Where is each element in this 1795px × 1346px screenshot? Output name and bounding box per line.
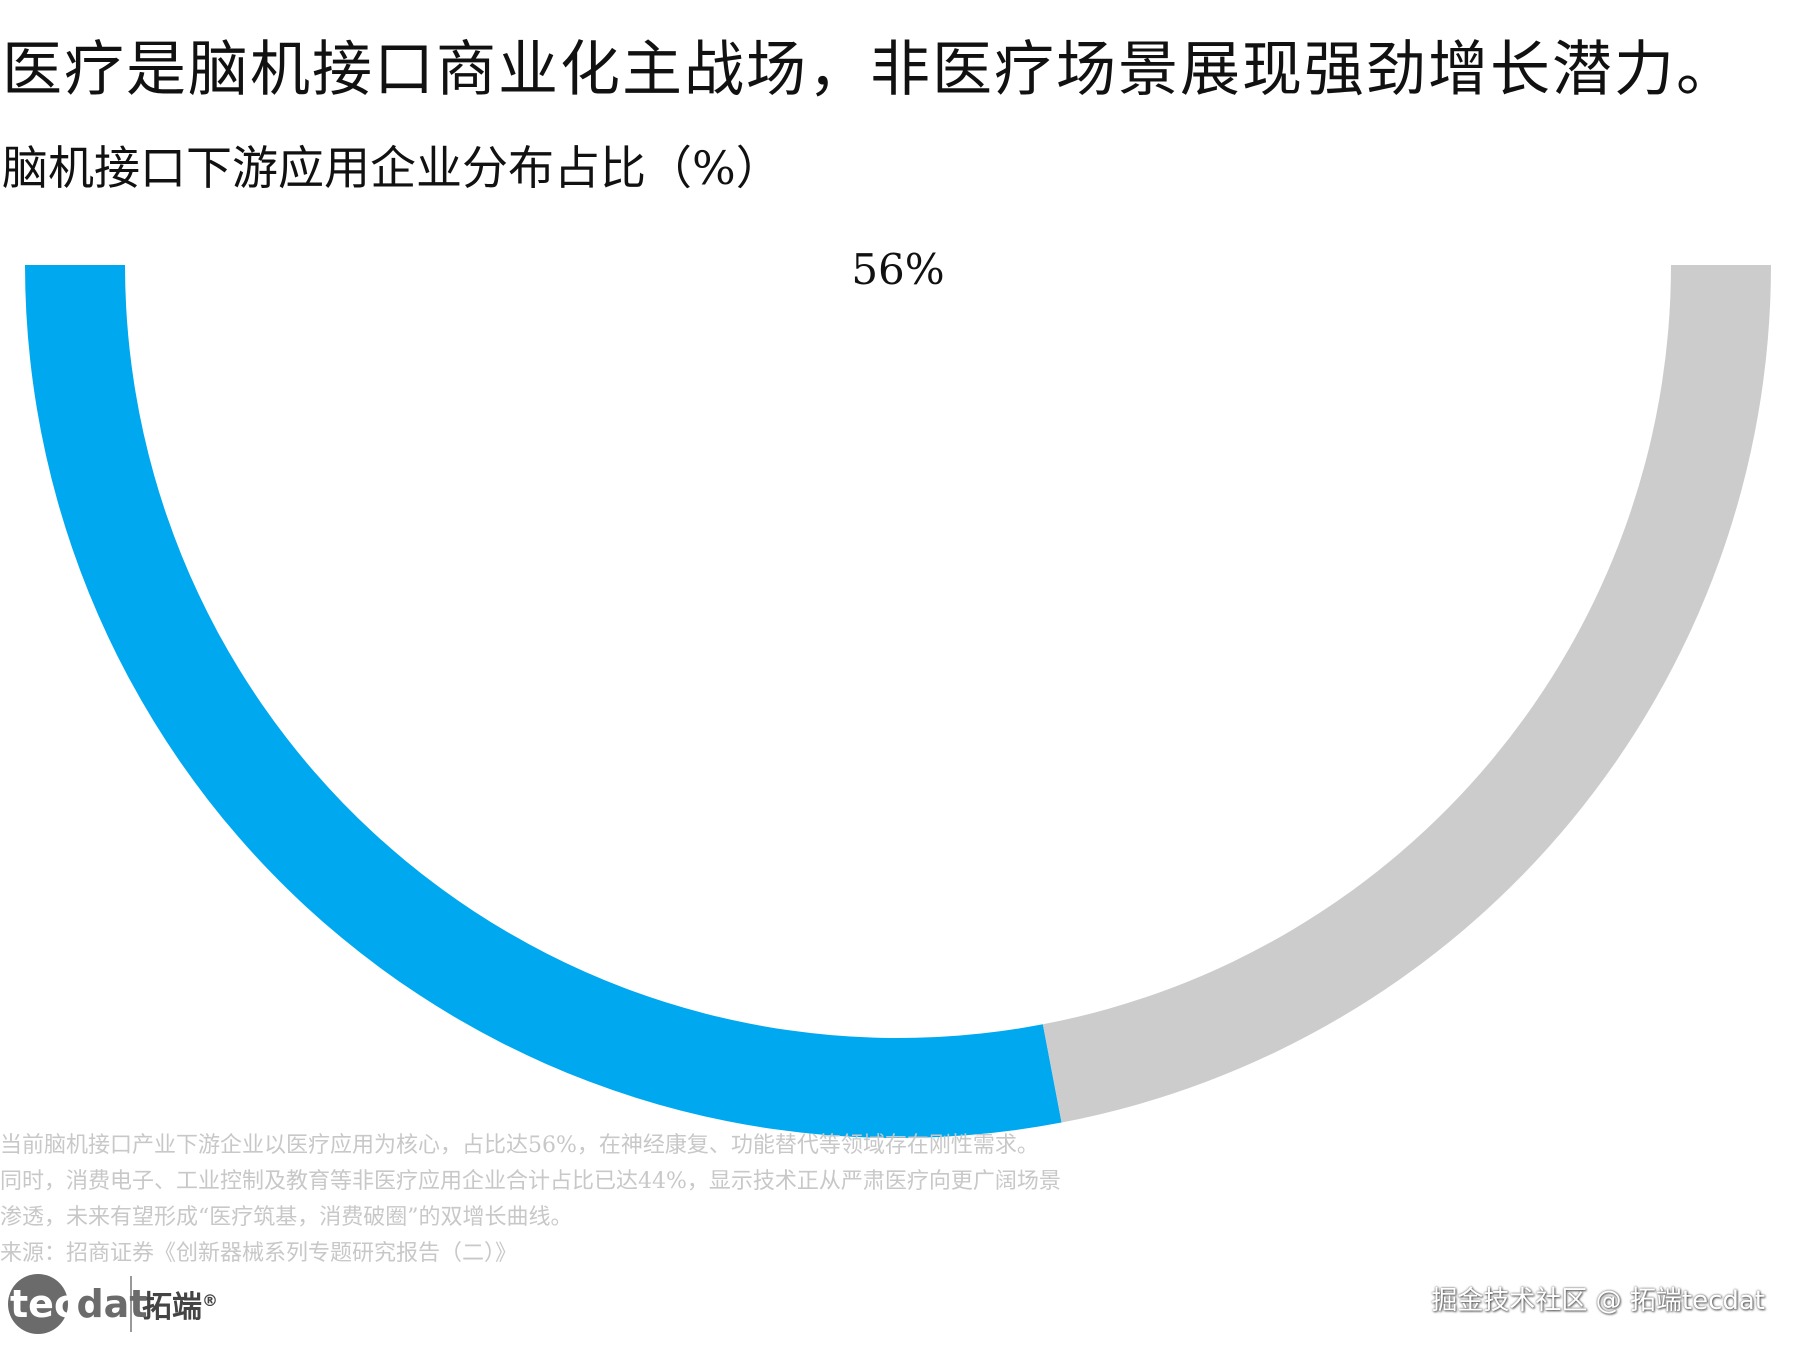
note-line: 同时，消费电子、工业控制及教育等非医疗应用企业合计占比已达44%，显示技术正从严…: [0, 1169, 1061, 1194]
chart-subtitle: 脑机接口下游应用企业分布占比（%）: [2, 141, 782, 195]
tecdat-logo: tec dat: [4, 1274, 147, 1334]
brand-divider: [130, 1276, 132, 1332]
brand-footer: tec dat 拓端®: [4, 1272, 218, 1336]
data-label-medical: 56%: [851, 245, 944, 294]
brand-name-text: 拓端: [142, 1290, 202, 1325]
logo-text-part2: dat: [76, 1282, 148, 1326]
brand-name: 拓端®: [142, 1282, 218, 1326]
logo-text-part1: tec: [10, 1282, 77, 1326]
note-line: 当前脑机接口产业下游企业以医疗应用为核心，占比达56%，在神经康复、功能替代等领…: [0, 1133, 1039, 1158]
source-line: 来源：招商证券《创新器械系列专题研究报告（二）》: [0, 1241, 518, 1266]
watermark: 掘金技术社区 @ 拓端tecdat: [1431, 1286, 1765, 1316]
page-title: 医疗是脑机接口商业化主战场，非医疗场景展现强劲增长潜力。: [2, 35, 1738, 105]
note-line: 渗透，未来有望形成“医疗筑基，消费破圈”的双增长曲线。: [0, 1205, 573, 1230]
pie-slice-1: [1042, 265, 1771, 1123]
chart-notes: 当前脑机接口产业下游企业以医疗应用为核心，占比达56%，在神经康复、功能替代等领…: [0, 1128, 1061, 1272]
registered-mark: ®: [202, 1291, 218, 1310]
pie-slice-0: [25, 265, 1062, 1138]
logo-circle-icon: [8, 1274, 68, 1334]
chart-slices: [25, 265, 1771, 1138]
